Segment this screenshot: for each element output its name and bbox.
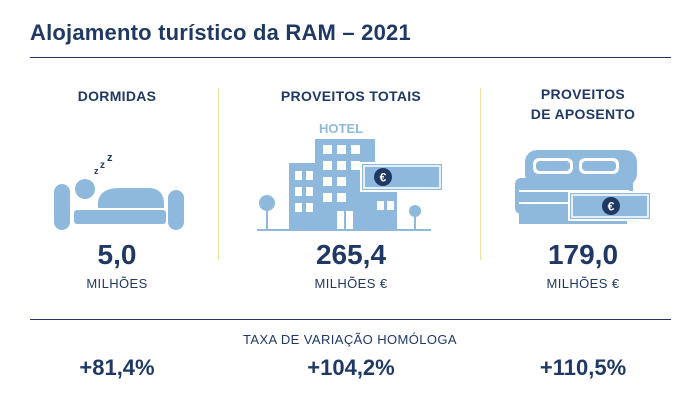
room-revenue-rate: +110,5% [539, 355, 627, 380]
euro-symbol: € [608, 200, 615, 214]
room-revenue-column: PROVEITOS DE APOSENTO € 179,0 MILHÕES € [473, 84, 693, 294]
svg-text:z: z [94, 166, 99, 176]
overnight-stays-value: 5,0 [97, 239, 137, 270]
room-revenue-heading-line1: PROVEITOS [540, 86, 626, 102]
double-bed-icon: € [515, 150, 652, 224]
euro-symbol: € [380, 171, 387, 185]
total-revenue-column: PROVEITOS TOTAIS HOTEL [241, 84, 461, 294]
overnight-stays-unit: MILHÕES [86, 276, 148, 291]
column-divider-1 [218, 88, 219, 260]
total-revenue-unit: MILHÕES € [314, 276, 388, 291]
rates-divider [30, 319, 671, 320]
page-title: Alojamento turístico da RAM – 2021 [30, 20, 411, 45]
svg-text:z: z [100, 160, 105, 171]
total-revenue-heading: PROVEITOS TOTAIS [280, 88, 422, 104]
title-divider [30, 57, 671, 58]
overnight-stays-rate: +81,4% [79, 355, 155, 380]
room-revenue-value: 179,0 [547, 239, 619, 270]
overnight-stays-column: DORMIDAS z z z 5,0 MILHÕES [7, 84, 227, 294]
column-divider-2 [480, 88, 481, 260]
room-revenue-heading-line2: DE APOSENTO [530, 106, 636, 122]
hotel-sign-text: HOTEL [319, 121, 363, 136]
sleeping-bed-icon: z z z [54, 152, 184, 230]
room-revenue-heading: PROVEITOS DE APOSENTO [473, 84, 693, 124]
year-on-year-rate-caption: TAXA DE VARIAÇÃO HOMÓLOGA [243, 332, 457, 347]
total-revenue-rate: +104,2% [307, 355, 395, 380]
svg-text:z: z [107, 152, 113, 164]
total-revenue-value: 265,4 [315, 239, 387, 270]
hotel-building-icon: HOTEL € [257, 121, 443, 231]
overnight-stays-heading: DORMIDAS [77, 88, 157, 104]
room-revenue-unit: MILHÕES € [546, 276, 620, 291]
